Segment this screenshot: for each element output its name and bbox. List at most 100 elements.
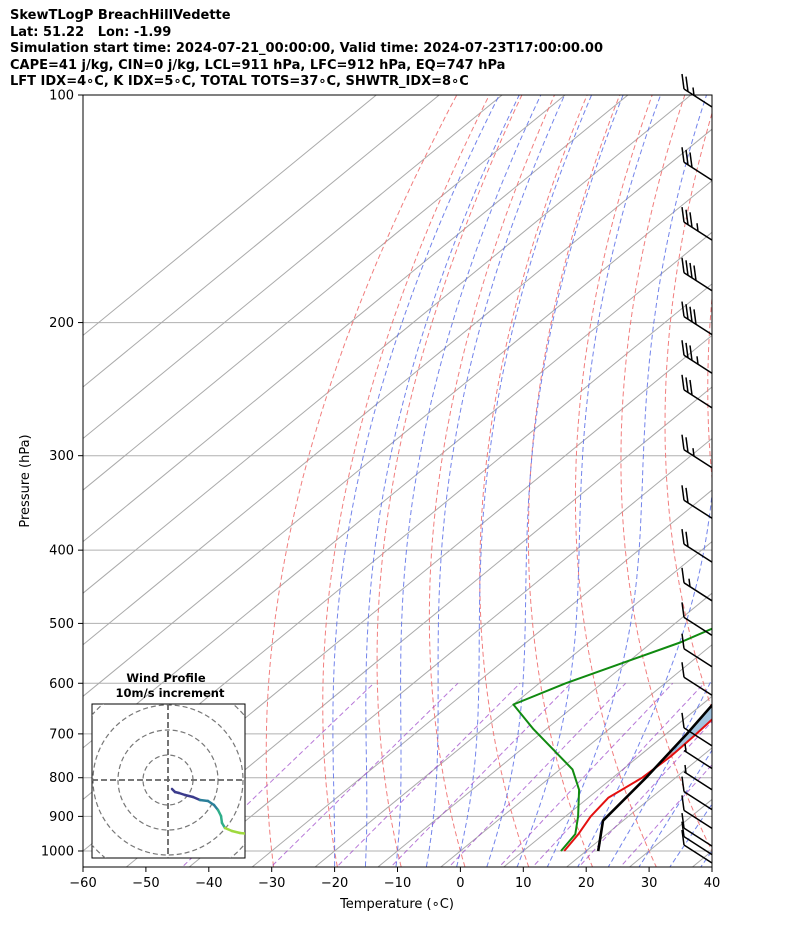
hodograph-segment: [198, 798, 210, 803]
cape-cin-fill: [587, 705, 712, 821]
x-tick-label: −10: [384, 876, 411, 891]
barb-half: [688, 578, 691, 587]
station-title: SkewTLogP BreachHillVedette: [10, 8, 231, 23]
x-tick-label: 30: [641, 876, 658, 891]
barb-flag: [685, 342, 689, 358]
barb-staff: [683, 315, 713, 336]
wind-barb: [681, 73, 713, 108]
wind-barb: [681, 813, 713, 847]
barb-flag: [681, 257, 685, 273]
wind-barb: [681, 529, 713, 563]
mixing-ratio-line: [532, 682, 705, 867]
barb-staff: [683, 648, 713, 668]
barb-staff: [683, 676, 713, 696]
moist-adiabat: [546, 95, 708, 867]
dry-adiabat: [790, 60, 794, 882]
dry-adiabat: [749, 60, 794, 882]
barb-flag: [681, 207, 685, 223]
moist-adiabat: [486, 95, 624, 867]
barb-flag: [681, 73, 685, 90]
isotherm-line: [440, 644, 712, 867]
hodograph-segment: [183, 793, 195, 799]
hodograph-segment: [223, 826, 234, 833]
x-tick-label: 0: [456, 876, 464, 891]
barb-flag: [681, 147, 685, 163]
barb-flag: [681, 340, 685, 356]
barb-staff: [683, 827, 713, 847]
mixing-ratio-line: [448, 682, 626, 867]
isotherm-line: [125, 386, 712, 867]
moist-adiabat: [456, 95, 593, 867]
isotherm-line: [83, 95, 378, 337]
barb-flag: [689, 379, 693, 396]
wind-barb: [681, 662, 713, 696]
barb-staff: [683, 790, 713, 811]
barb-flag: [685, 209, 689, 225]
barb-flag: [681, 567, 685, 583]
dry-adiabat: [527, 95, 621, 867]
barb-flag: [685, 260, 689, 276]
isotherm-line: [251, 489, 712, 867]
barb-staff: [683, 749, 713, 770]
wind-barb: [681, 795, 713, 830]
moist-adiabat: [364, 95, 520, 867]
barb-flag: [681, 301, 685, 317]
y-tick-label: 900: [49, 810, 74, 825]
dry-adiabat: [574, 95, 657, 867]
wind-barb: [681, 257, 713, 292]
dry-adiabat: [265, 95, 458, 867]
barb-flag: [685, 531, 689, 547]
indices-line-2: LFT IDX=4∘C, K IDX=5∘C, TOTAL TOTS=37∘C,…: [10, 74, 469, 89]
wind-barb: [681, 776, 713, 811]
barb-half: [692, 448, 695, 457]
cape-area: [587, 705, 712, 821]
moist-adiabat: [638, 749, 712, 867]
barb-flag: [693, 309, 697, 325]
mixing-ratio-line: [498, 682, 674, 867]
dry-adiabat: [322, 95, 490, 867]
y-tick-label: 100: [49, 89, 74, 104]
y-tick-label: 1000: [41, 844, 74, 859]
isotherm-line: [83, 180, 712, 697]
wind-barb: [681, 821, 713, 856]
barb-flag: [681, 434, 685, 450]
wind-barbs: [681, 73, 713, 864]
barb-flag: [681, 485, 685, 501]
isotherm-line: [83, 95, 440, 388]
x-tick-label: −50: [132, 876, 159, 891]
x-tick-label: 40: [704, 876, 721, 891]
barb-flag: [685, 304, 689, 320]
dry-adiabat: [479, 95, 588, 867]
isotherm-line: [628, 798, 712, 867]
wind-barb: [681, 485, 713, 519]
isotherm-line: [502, 695, 712, 867]
barb-flag: [689, 306, 693, 322]
isotherm-line: [83, 95, 629, 543]
barb-flag: [693, 265, 697, 281]
barb-flag: [685, 149, 689, 165]
isotherm-line: [83, 231, 712, 749]
wind-barb: [681, 301, 713, 336]
barb-staff: [683, 449, 713, 469]
barb-flag: [681, 821, 685, 837]
barb-staff: [683, 727, 713, 747]
dry-adiabat: [428, 95, 556, 867]
barb-flag: [689, 212, 693, 228]
chart-header: SkewTLogP BreachHillVedette Lat: 51.22 L…: [10, 8, 603, 91]
barb-staff: [683, 543, 713, 563]
hodograph-segment: [230, 829, 242, 835]
wind-barb: [681, 207, 713, 241]
x-tick-label: 20: [578, 876, 595, 891]
dry-adiabat: [620, 95, 712, 853]
wind-barb: [681, 829, 713, 864]
x-tick-label: −40: [195, 876, 222, 891]
moist-adiabat: [700, 850, 712, 867]
mixing-ratio-line: [390, 682, 572, 867]
barb-half: [692, 87, 695, 96]
barb-half: [684, 764, 687, 774]
parcel-line: [596, 703, 712, 852]
y-tick-label: 800: [49, 771, 74, 786]
mixing-ratio-line: [578, 720, 712, 867]
isotherm-line: [691, 850, 712, 867]
